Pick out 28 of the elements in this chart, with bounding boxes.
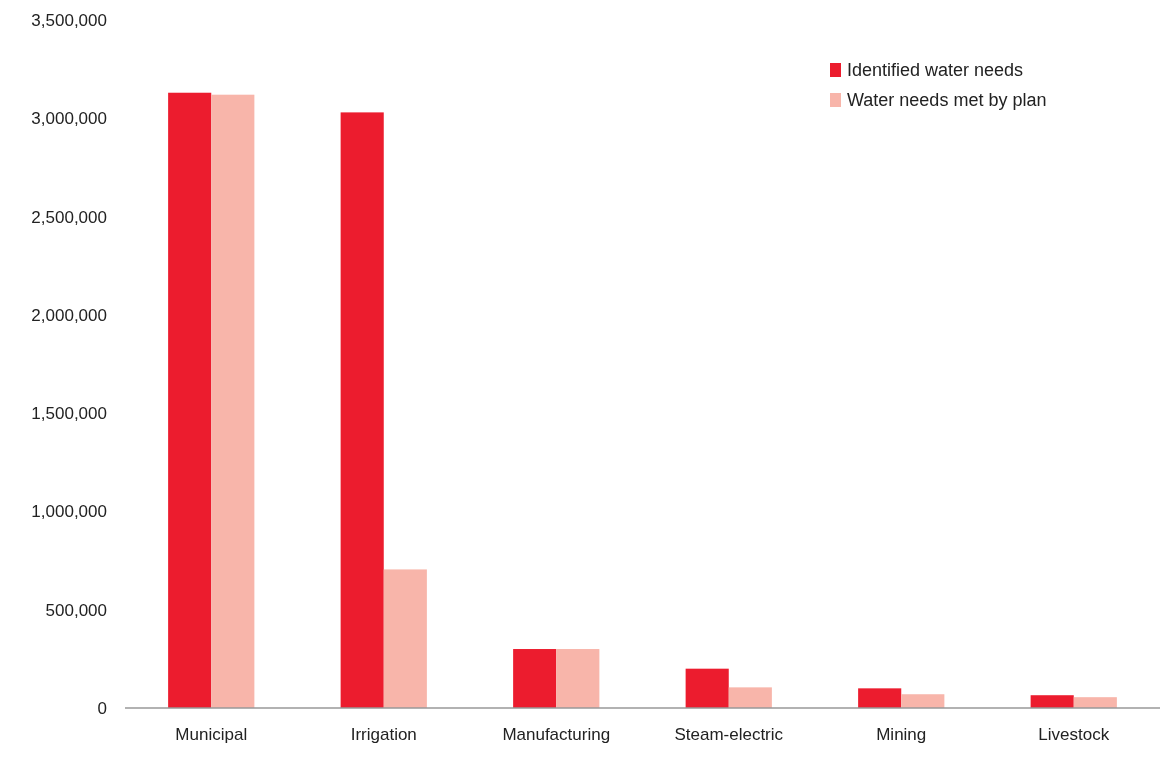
y-tick-label: 2,000,000 bbox=[31, 305, 107, 325]
y-tick-label: 0 bbox=[97, 698, 107, 718]
x-tick-label: Livestock bbox=[1038, 725, 1110, 744]
bar bbox=[858, 688, 902, 708]
bar bbox=[1030, 695, 1074, 708]
bar bbox=[383, 569, 427, 708]
bar bbox=[556, 649, 600, 708]
y-tick-label: 3,000,000 bbox=[31, 109, 107, 129]
bar bbox=[685, 668, 729, 708]
bar bbox=[901, 694, 945, 708]
bar bbox=[513, 649, 557, 708]
y-tick-label: 1,500,000 bbox=[31, 404, 107, 424]
bar bbox=[211, 94, 255, 708]
bar bbox=[340, 112, 384, 708]
x-tick-label: Manufacturing bbox=[502, 725, 611, 744]
bar bbox=[168, 92, 212, 708]
legend-label: Water needs met by plan bbox=[847, 90, 1047, 111]
x-tick-label: Mining bbox=[876, 725, 927, 744]
bar bbox=[728, 687, 772, 708]
x-tick-label: Irrigation bbox=[350, 725, 417, 744]
x-tick-label: Steam-electric bbox=[674, 725, 784, 744]
y-tick-label: 1,000,000 bbox=[31, 502, 107, 522]
legend-label: Identified water needs bbox=[847, 60, 1024, 81]
y-tick-label: 500,000 bbox=[45, 600, 107, 620]
x-tick-label: Municipal bbox=[175, 725, 248, 744]
y-tick-label: 2,500,000 bbox=[31, 207, 107, 227]
bar bbox=[1073, 697, 1117, 708]
y-tick-label: 3,500,000 bbox=[31, 10, 107, 30]
